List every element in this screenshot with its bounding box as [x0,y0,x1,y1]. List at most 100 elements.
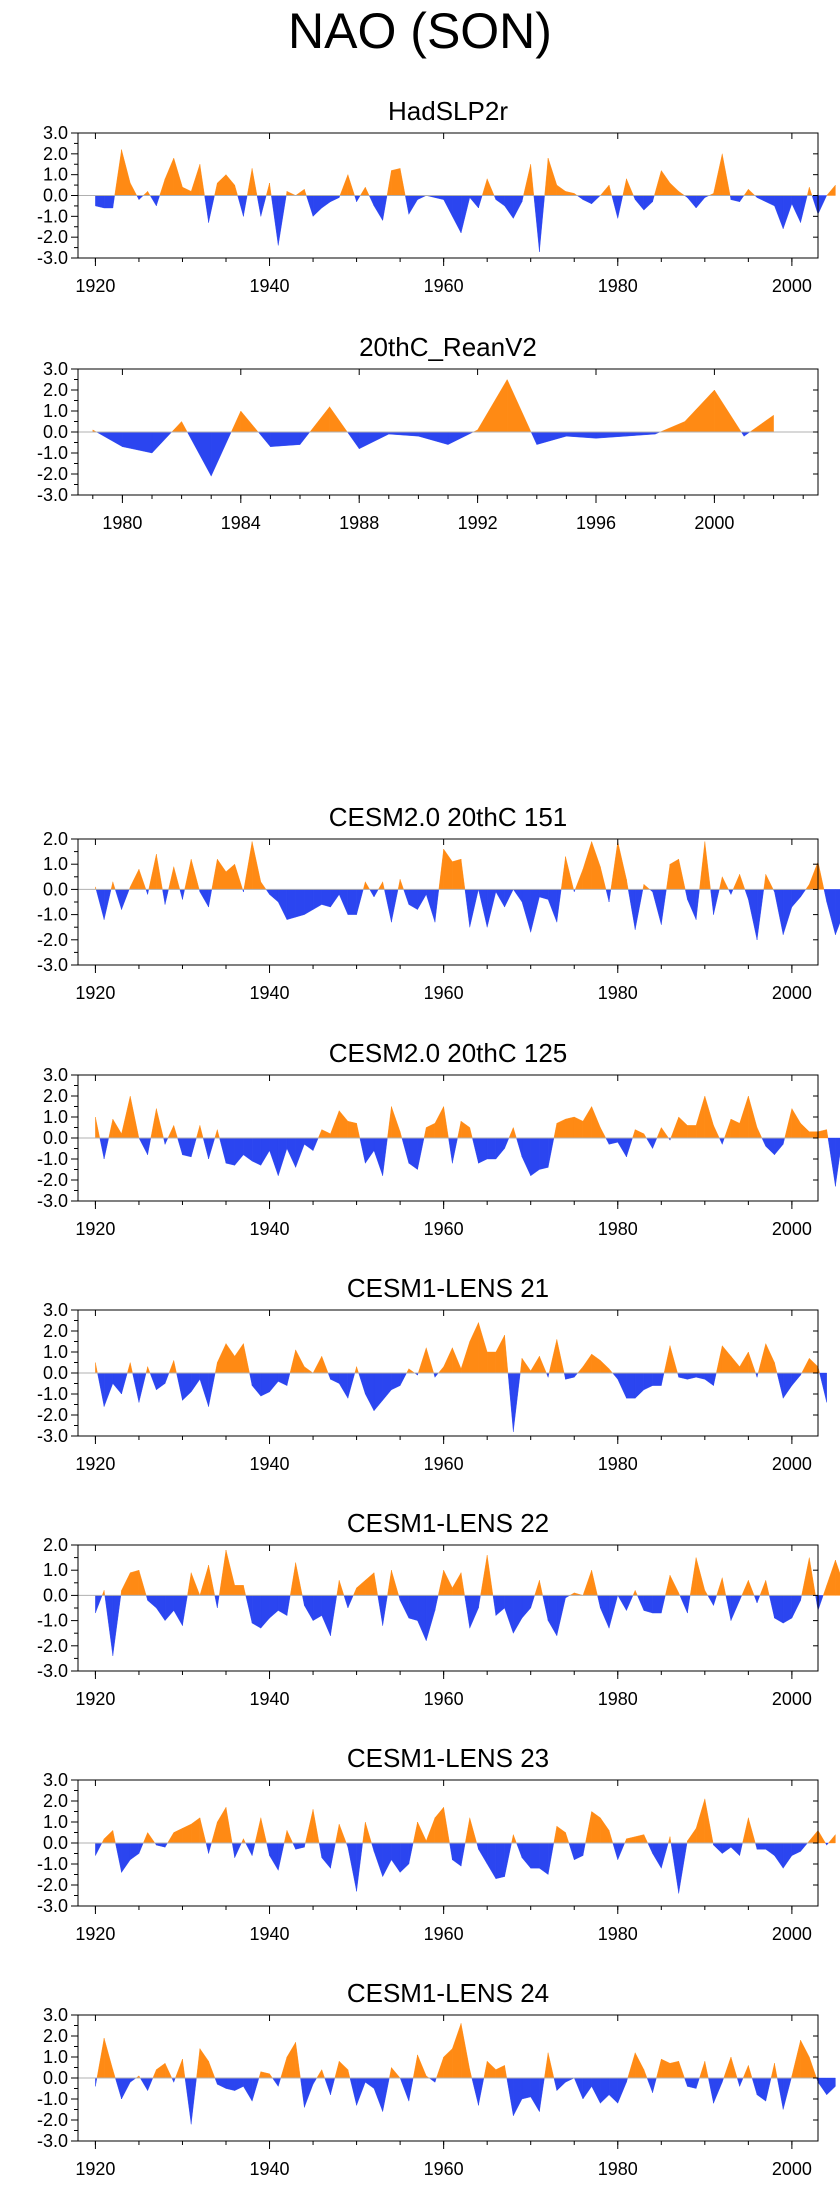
negative-area [547,1372,550,1378]
negative-area [739,2077,744,2087]
positive-area [286,2041,296,2079]
negative-area [547,1595,558,1637]
positive-area [632,1129,636,1139]
negative-area [130,1842,140,1861]
positive-area [182,2059,186,2079]
negative-area [704,1372,714,1386]
x-tick-label: 1960 [424,2159,464,2179]
positive-area [826,1560,836,1596]
positive-area [817,1129,827,1139]
positive-area [684,389,715,433]
negative-area [251,1842,256,1856]
negative-area [835,889,840,935]
negative-area [278,1842,285,1871]
negative-area [739,195,745,203]
negative-area [225,2077,235,2091]
negative-area [399,1372,407,1386]
negative-area [495,195,505,207]
negative-area [356,889,364,915]
positive-area [748,1351,756,1374]
positive-area [748,1817,756,1844]
negative-area [359,1137,366,1164]
negative-area [121,1842,131,1874]
negative-area [617,1595,627,1612]
x-tick-label: 1988 [339,513,379,533]
chart-title: CESM1-LENS 23 [347,1743,549,1773]
negative-area [617,195,624,219]
positive-area [560,856,566,890]
positive-area [669,858,679,890]
positive-area [417,1347,427,1374]
positive-area [138,1570,147,1596]
positive-area [582,841,592,890]
positive-area [643,2069,648,2079]
x-tick-label: 1960 [424,1219,464,1239]
negative-area [530,2077,540,2113]
negative-area [173,2077,176,2083]
negative-area [513,1595,523,1634]
y-tick-label: 3.0 [43,1300,68,1320]
negative-area [695,195,706,209]
positive-area [469,1127,473,1139]
positive-area [556,1118,566,1139]
positive-area [305,1809,314,1844]
positive-area [809,2056,817,2079]
negative-area [597,1595,601,1609]
x-tick-label: 1960 [424,983,464,1003]
negative-area [521,195,524,202]
positive-area [634,2052,645,2079]
positive-area [669,1345,678,1374]
negative-area [401,1137,410,1164]
negative-area [670,1842,679,1894]
positive-area [269,2073,273,2079]
negative-area [791,1595,801,1619]
positive-area [417,1821,427,1844]
positive-area [714,389,742,433]
positive-area [286,191,296,196]
negative-area [95,2077,98,2087]
negative-area [304,889,314,915]
negative-area [643,195,653,211]
positive-area [167,1125,174,1139]
positive-area [347,1120,357,1139]
negative-area [469,889,479,928]
negative-area [791,1372,801,1387]
negative-area [826,2077,836,2096]
negative-area [460,1842,466,1867]
positive-area [329,406,348,433]
positive-area [108,1119,114,1139]
negative-area [556,2077,566,2092]
negative-area [199,889,209,908]
negative-area [647,1842,653,1854]
positive-area [382,881,385,890]
negative-area [269,889,279,903]
x-tick-label: 1980 [598,1454,638,1474]
positive-area [765,1580,770,1596]
positive-area [295,2042,301,2079]
y-tick-label: -2.0 [37,1405,68,1425]
negative-area [151,431,173,454]
negative-area [164,1842,168,1848]
negative-area [722,1842,732,1854]
negative-area [103,889,112,920]
negative-area [208,1372,216,1407]
positive-area [460,2023,470,2079]
chart-panel-8: CESM1-LENS 24 3.02.01.00.0-1.0-2.0-3.0 192… [37,1978,836,2179]
negative-area [634,889,644,930]
positive-area [147,1831,156,1844]
positive-area [173,1125,178,1139]
negative-area [112,1595,122,1656]
positive-area [295,1349,305,1374]
positive-area [722,876,729,890]
negative-area [469,195,479,209]
negative-area [237,195,244,217]
negative-area [234,1137,244,1166]
positive-area [765,1343,775,1374]
positive-area [599,184,610,196]
positive-area [809,1829,819,1844]
negative-area [506,2077,514,2116]
positive-area [243,841,253,890]
positive-area [577,1366,584,1374]
negative-area [176,1372,183,1401]
negative-area [486,889,497,928]
